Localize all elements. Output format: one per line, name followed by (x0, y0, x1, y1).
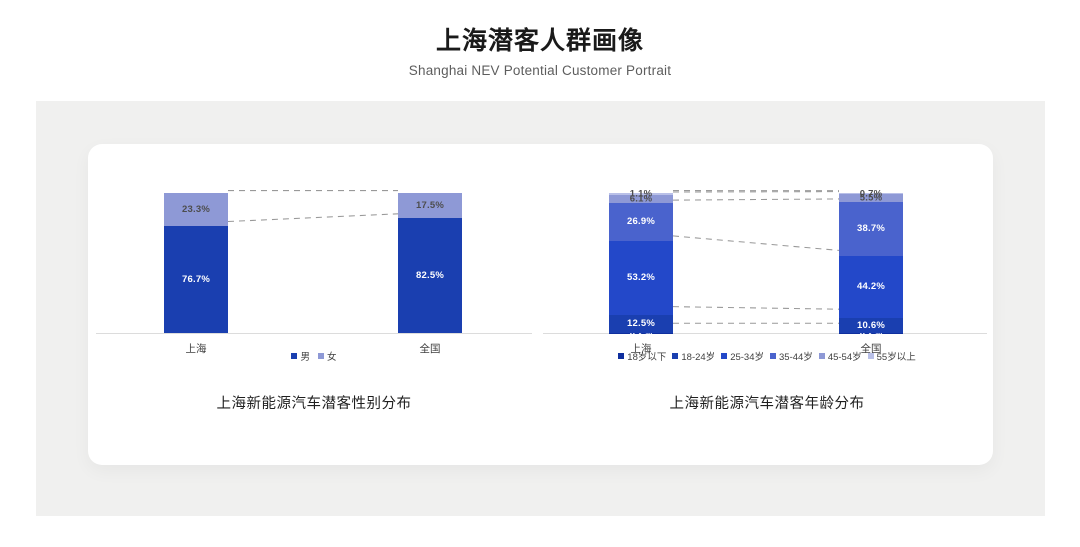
bar-segment[interactable]: 44.2% (839, 256, 903, 318)
bar-segment[interactable]: 6.1% (609, 193, 673, 205)
legend-swatch-icon (618, 353, 625, 359)
charts-card: 上海 76.7% 23.3% 全国 82.5% 17.5% 男女上海新能源汽车潜客性别分布上… (88, 144, 993, 465)
legend-item[interactable]: 25-34岁 (721, 349, 764, 363)
x-tick-label: 全国 (419, 342, 441, 355)
legend-swatch-icon (291, 353, 298, 359)
plot-area: 上海0.2%12.5%53.2%26.9%6.1%1.1%全国0.2%10.6%… (541, 144, 993, 354)
legend-label: 55岁以上 (876, 352, 916, 363)
bar-segment[interactable]: 12.5% (609, 315, 673, 333)
legend-item[interactable]: 35-44岁 (770, 349, 813, 363)
bar-segment-label: 82.5% (416, 269, 444, 281)
legend-item[interactable]: 55岁以上 (867, 349, 916, 363)
chart-caption: 上海新能源汽车潜客年龄分布 (669, 396, 865, 412)
bar-column[interactable]: 0.2%12.5%53.2%26.9%6.1%1.1% (609, 189, 673, 337)
x-axis-line (543, 333, 987, 334)
legend-label: 45-54岁 (827, 352, 862, 363)
legend-item[interactable]: 18岁以下 (618, 349, 666, 363)
bar-segment[interactable]: 38.7% (839, 201, 903, 257)
legend-swatch-icon (721, 353, 728, 359)
bar-segment[interactable]: 23.3% (164, 193, 228, 226)
legend-label: 女 (327, 352, 337, 363)
bar-segment[interactable]: 82.5% (398, 217, 462, 333)
bar-segment[interactable]: 76.7% (164, 225, 228, 333)
legend-swatch-icon (770, 353, 776, 359)
legend-label: 35-44岁 (779, 352, 813, 363)
bar-segment[interactable]: 0.7% (839, 189, 903, 198)
slide-panel: 上海 76.7% 23.3% 全国 82.5% 17.5% 男女上海新能源汽车潜客性别分布上… (36, 101, 1045, 516)
legend-swatch-icon (672, 353, 679, 359)
legend-item[interactable]: 45-54岁 (818, 349, 862, 363)
legend-swatch-icon (318, 353, 324, 359)
bar-column[interactable]: 0.2%10.6%44.2%38.7%5.5%0.7% (839, 189, 903, 337)
legend-item[interactable]: 男 (291, 349, 310, 363)
bar-column[interactable]: 76.7% 23.3% (164, 193, 228, 333)
bar-segment[interactable]: 10.6% (839, 317, 903, 333)
legend-swatch-icon (867, 353, 874, 359)
legend-label: 18岁以下 (627, 352, 667, 363)
chart-gender-distribution: 上海 76.7% 23.3% 全国 82.5% 17.5% 男女上海新能源汽车潜客性别分布 (88, 144, 540, 465)
bar-segment[interactable]: 26.9% (609, 203, 673, 241)
chart-age-distribution: 上海0.2%12.5%53.2%26.9%6.1%1.1%全国0.2%10.6%… (541, 144, 993, 465)
page-header: 上海潜客人群画像 Shanghai NEV Potential Customer… (0, 0, 1080, 78)
chart-caption: 上海新能源汽车潜客性别分布 (216, 396, 412, 412)
legend-item[interactable]: 18-24岁 (672, 349, 715, 363)
bar-segment-label: 12.5% (627, 318, 655, 330)
x-axis-line (96, 333, 532, 334)
bar-segment-label: 38.7% (857, 223, 885, 235)
page-title: 上海潜客人群画像 (435, 27, 644, 55)
legend-swatch-icon (818, 353, 825, 359)
plot-area: 上海 76.7% 23.3% 全国 82.5% 17.5% (88, 144, 540, 354)
bar-segment[interactable]: 17.5% (398, 193, 462, 218)
bar-segment-label: 10.6% (857, 319, 885, 331)
connector-lines (227, 190, 399, 223)
bar-segment-label: 44.2% (857, 281, 885, 293)
legend-label: 25-34岁 (730, 352, 764, 363)
legend-label: 男 (300, 352, 310, 363)
bar-segment[interactable]: 1.1% (609, 189, 673, 198)
legend-item[interactable]: 女 (318, 349, 337, 363)
bar-segment-label: 0.7% (859, 187, 883, 199)
bar-segment[interactable]: 5.5% (839, 192, 903, 204)
chart-legend: 18岁以下 18-24岁 25-34岁 35-44岁 45-54岁 55岁以上 (541, 349, 993, 363)
bar-segment-label: 23.3% (182, 203, 210, 215)
bar-segment-label: 5.5% (859, 192, 883, 204)
bar-segment-label: 76.7% (182, 273, 210, 285)
chart-legend: 男女 (88, 349, 540, 363)
bar-column[interactable]: 82.5% 17.5% (398, 193, 462, 333)
legend-label: 18-24岁 (681, 352, 716, 363)
connector-lines (672, 190, 840, 324)
bar-segment[interactable]: 53.2% (609, 240, 673, 316)
bar-segment-label: 53.2% (627, 272, 655, 284)
charts-container: 上海 76.7% 23.3% 全国 82.5% 17.5% 男女上海新能源汽车潜客性别分布上… (88, 144, 993, 465)
x-tick-label: 上海 (630, 342, 652, 355)
x-tick-label: 上海 (185, 342, 207, 355)
bar-segment-label: 17.5% (416, 199, 444, 211)
bar-segment-label: 26.9% (627, 216, 655, 228)
bar-segment-label: 6.1% (629, 193, 653, 205)
page-subtitle: Shanghai NEV Potential Customer Portrait (408, 63, 672, 79)
bar-segment-label: 1.1% (629, 188, 653, 200)
x-tick-label: 全国 (860, 342, 882, 355)
